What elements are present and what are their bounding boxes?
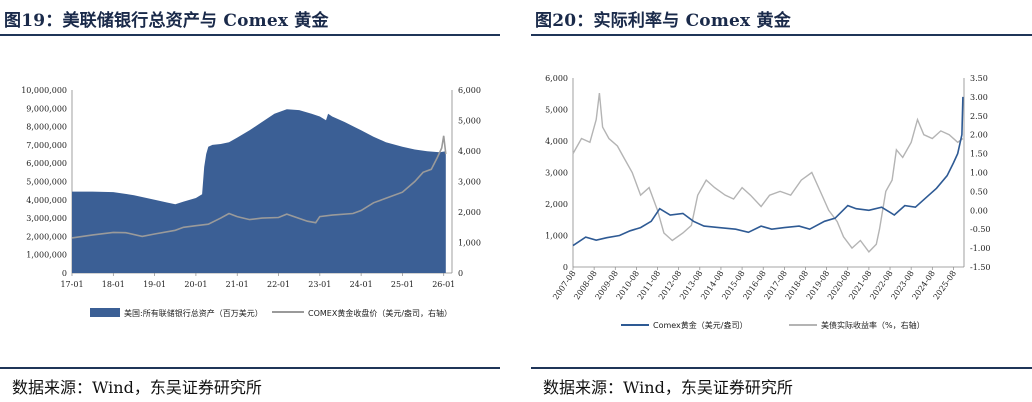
y-left-tick-label: 10,000,000: [21, 86, 67, 95]
y-right-tick-label: 5,000: [458, 117, 481, 126]
gold-price-line: [71, 135, 447, 239]
y-left-tick-label: 2,000: [545, 200, 568, 209]
y-left-tick-label: 0: [563, 263, 568, 272]
top-rule: [0, 34, 500, 36]
comex-gold-line: [572, 96, 964, 247]
y-right-tick-label: 0.00: [970, 206, 988, 215]
legend-label-real-yield: 美债实际收益率（%，右轴）: [821, 320, 925, 330]
y-right-tick-label: 6,000: [458, 86, 481, 95]
y-left-tick-label: 2,000,000: [26, 232, 67, 241]
y-left-tick-label: 1,000: [545, 232, 568, 241]
x-tick-label: 26-01: [432, 280, 455, 289]
y-left-tick-label: 8,000,000: [26, 123, 67, 132]
y-left-tick-label: 6,000: [545, 74, 568, 83]
y-left-tick-label: 5,000: [545, 106, 568, 115]
y-right-tick-label: -0.50: [970, 225, 991, 234]
bottom-rule: [531, 367, 1032, 369]
bottom-rule: [0, 367, 500, 369]
legend-label-comex-gold: Comex黄金（美元/盎司）: [653, 320, 747, 330]
y-left-tick-label: 5,000,000: [26, 178, 67, 187]
y-right-tick-label: -1.00: [970, 244, 991, 253]
y-right-tick-label: -1.50: [970, 263, 991, 272]
y-left-tick-label: 1,000,000: [26, 251, 67, 260]
figure-20-title: 图20：实际利率与 Comex 黄金: [535, 11, 791, 31]
y-right-tick-label: 2,000: [458, 208, 481, 217]
y-left-tick-label: 9,000,000: [26, 104, 67, 113]
real-rate-gold-chart: 0 1,000 2,000 3,000 4,000 5,000 6,000 -1.50 -1.0…: [545, 74, 991, 330]
x-tick-label: 19-01: [143, 280, 166, 289]
y-left-tick-label: 0: [62, 269, 67, 278]
y-left-tick-label: 6,000,000: [26, 159, 67, 168]
y-right-tick-label: 1,000: [458, 239, 481, 248]
y-right-tick-label: 4,000: [458, 147, 481, 156]
figure-19-source: 数据来源：Wind，东吴证券研究所: [12, 378, 262, 397]
figure-19-panel: 图19：美联储银行总资产与 Comex 黄金 0 1,000,000 2,000,0…: [0, 0, 500, 402]
figure-19-title: 图19：美联储银行总资产与 Comex 黄金: [4, 11, 329, 31]
x-tick-label: 21-01: [226, 280, 249, 289]
real-yield-line: [572, 93, 964, 253]
y-left-tick-label: 4,000: [545, 137, 568, 146]
x-tick-label: 22-01: [267, 280, 290, 289]
y-right-tick-label: 2.00: [970, 131, 988, 140]
y-left-tick-label: 3,000,000: [26, 214, 67, 223]
y-right-tick-label: 1.00: [970, 169, 988, 178]
x-tick-label: 24-01: [350, 280, 373, 289]
x-tick-label: 23-01: [308, 280, 331, 289]
y-right-tick-label: 0: [458, 269, 463, 278]
legend-label-gold: COMEX黄金收盘价（美元/盎司，右轴）: [308, 308, 452, 318]
y-right-tick-label: 1.50: [970, 150, 988, 159]
x-tick-label: 25-01: [391, 280, 414, 289]
figure-20-source: 数据来源：Wind，东吴证券研究所: [543, 378, 793, 397]
y-left-tick-label: 7,000,000: [26, 141, 67, 150]
y-right-tick-label: 3.00: [970, 93, 988, 102]
y-right-tick-label: 0.50: [970, 187, 988, 196]
x-tick-label: 18-01: [102, 280, 125, 289]
x-tick-label: 20-01: [184, 280, 207, 289]
top-rule: [531, 34, 1032, 36]
figure-20-panel: 图20：实际利率与 Comex 黄金 0 1,000 2,000 3,000 4,000…: [531, 0, 1032, 402]
y-right-tick-label: 3,000: [458, 178, 481, 187]
y-left-tick-label: 3,000: [545, 169, 568, 178]
legend-label-fed-assets: 美国:所有联储银行总资产（百万美元）: [124, 308, 263, 318]
y-left-tick-label: 4,000,000: [26, 196, 67, 205]
y-right-tick-label: 2.50: [970, 112, 988, 121]
fed-assets-area: [72, 109, 446, 273]
fed-assets-gold-chart: 0 1,000,000 2,000,000 3,000,000 4,000,000 5,0…: [21, 86, 481, 318]
legend-swatch-fed-assets: [90, 308, 120, 317]
y-right-tick-label: 3.50: [970, 74, 988, 83]
x-tick-label: 17-01: [60, 280, 83, 289]
